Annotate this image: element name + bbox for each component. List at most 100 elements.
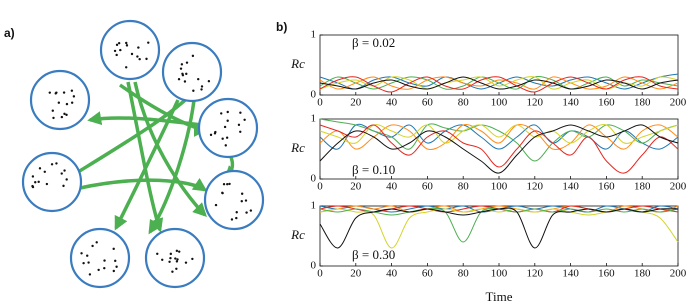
node-dot [130,52,134,56]
x-tick-label: 180 [634,268,651,280]
node-dot [137,46,140,49]
node-dot [225,136,229,139]
node-dot [184,261,188,264]
arrow [126,81,164,233]
x-tick-label: 160 [598,268,615,280]
node-dot [209,133,213,137]
node-dot [240,192,244,195]
x-tick-label: 60 [422,268,434,280]
node-dot [82,261,85,265]
node [203,169,265,231]
x-tick-label: 160 [598,181,615,193]
node-dot [226,183,229,186]
x-tick-label: 80 [458,97,470,109]
node [69,227,131,289]
x-tick-label: 140 [562,268,579,280]
node-dot [103,266,106,270]
node-dot [243,118,246,121]
x-tick-label: 40 [386,268,398,280]
node-dot [240,200,243,203]
series-line [319,207,679,249]
node-dot [136,55,139,58]
node-dot [114,259,117,263]
node [161,41,223,103]
node-dot [169,252,173,256]
node-dot [125,44,129,47]
series-line [319,205,679,213]
x-tick-label: 60 [422,97,434,109]
node-dot [60,172,63,175]
series-line [319,76,679,90]
node-dot [55,91,58,94]
node-dot [185,61,189,64]
node-dot [117,41,121,45]
x-tick-label: 120 [527,268,544,280]
x-tick-label: 80 [458,268,470,280]
annotation: β = 0.02 [352,35,395,50]
node-dot [200,85,204,88]
node-dot [138,57,141,61]
x-tick-label: 40 [386,181,398,193]
series-line [319,73,679,90]
node-dot [249,209,253,212]
node-dot [221,137,224,140]
series-line [319,124,679,144]
arrow [148,91,197,235]
node-dot [200,88,203,91]
node-dot [65,113,68,117]
series-line [319,124,679,174]
x-tick-label: 100 [491,181,508,193]
node-dot [214,130,217,134]
y-tick-label: 0 [311,260,317,272]
node-dot [181,72,184,75]
node-dot [31,184,34,188]
series-line [319,76,679,93]
node-dot [177,78,181,81]
x-axis-label: Time [486,289,513,304]
x-tick-label: 40 [386,97,398,109]
node-dot [185,72,188,76]
x-tick-label: 140 [562,97,579,109]
node-dot [224,144,227,147]
node-dot [34,181,37,184]
node-dot [235,211,238,214]
panel-label: b) [276,20,287,34]
node-dot [113,49,117,53]
node-dot [191,54,195,58]
node-dot [97,268,100,272]
node-dot [161,258,164,261]
series-line [319,76,679,90]
node-dot [197,77,200,81]
y-tick-label: 1 [311,200,317,212]
node-dot [180,63,184,66]
node [197,97,259,159]
node-dot [169,256,172,260]
node-dot [70,89,74,92]
x-tick-label: 160 [598,97,615,109]
node-dot [244,199,248,202]
node-dot [147,41,150,44]
node-dot [95,241,98,244]
node-dot [176,258,179,261]
y-axis-label: Rc [290,227,305,242]
node-dot [103,259,106,262]
node-dot [119,48,122,52]
node-dot [175,267,178,270]
node-dot [171,270,174,273]
node-dot [125,41,128,45]
node-dot [31,175,35,178]
node-dot [174,257,177,260]
node-dot [43,170,46,173]
node-dot [175,249,179,253]
node-dot [87,261,90,264]
y-axis-label: Rc [290,140,305,155]
x-tick-label: 0 [317,181,323,193]
node-dot [178,250,181,253]
y-axis-label: Rc [290,56,305,71]
node-dot [191,257,194,261]
node-dot [80,252,83,255]
x-tick-label: 180 [634,97,651,109]
x-tick-label: 100 [491,97,508,109]
y-tick-label: 1 [311,113,317,125]
node-dot [168,260,171,263]
